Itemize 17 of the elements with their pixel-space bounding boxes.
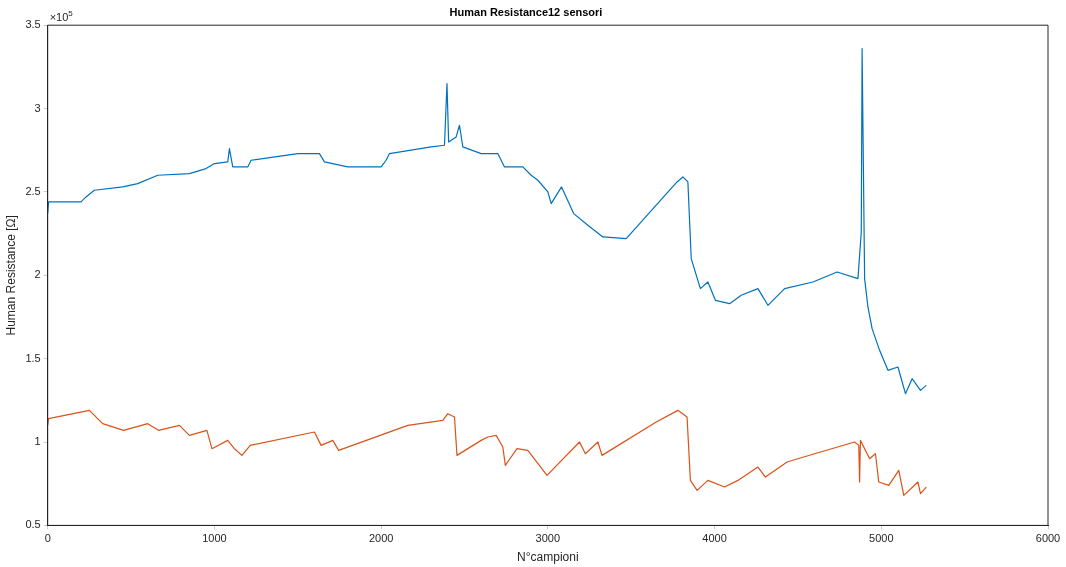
x-tick-label: 0 <box>44 532 51 545</box>
y-tick-label: 2.5 <box>25 184 41 197</box>
y-tick-label: 3.5 <box>25 18 41 31</box>
x-tick-label: 2000 <box>368 532 394 545</box>
chart-title: Human Resistance12 sensori <box>449 5 603 18</box>
y-tick-label: 0.5 <box>25 518 41 531</box>
y-axis-title: Human Resistance [Ω] <box>3 215 18 336</box>
x-tick-label: 4000 <box>702 532 727 545</box>
x-tick-label: 5000 <box>869 532 894 545</box>
x-tick-label: 3000 <box>535 532 561 545</box>
x-tick-label: 1000 <box>202 532 227 545</box>
y-tick-label: 1 <box>34 435 41 448</box>
y-tick-label: 3 <box>34 101 41 114</box>
x-axis-title: N°campioni <box>517 550 579 565</box>
y-tick-label: 1.5 <box>25 351 41 364</box>
x-tick-label: 6000 <box>1035 532 1061 545</box>
y-tick-label: 2 <box>34 268 41 281</box>
